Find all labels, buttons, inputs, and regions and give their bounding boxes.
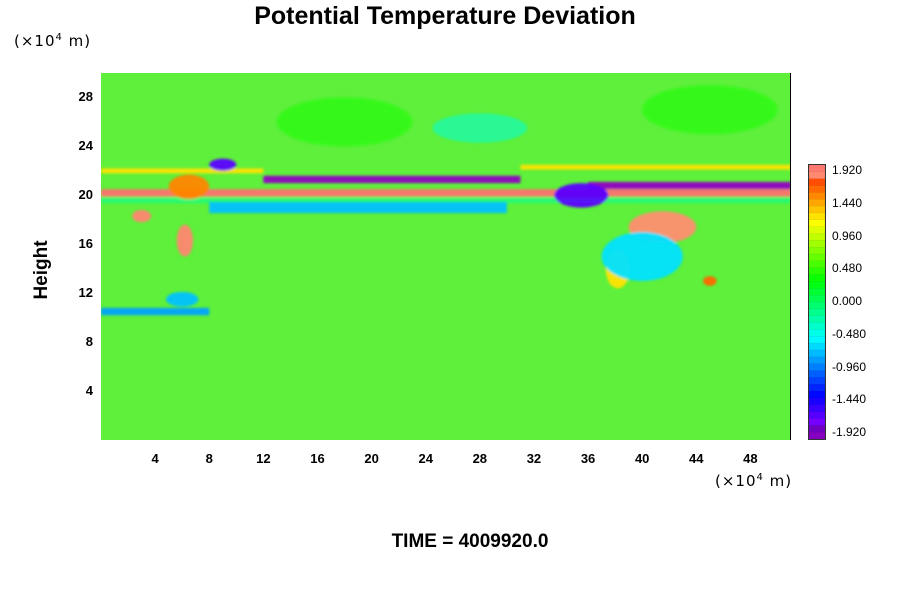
colorbar-level	[809, 246, 825, 255]
band-feature	[101, 168, 264, 174]
colorbar-level	[809, 165, 825, 173]
colorbar-level	[809, 336, 825, 344]
y-tick-label: 12	[78, 285, 93, 301]
blob-feature	[165, 291, 199, 307]
y-axis-unit: (×104 m)	[14, 32, 92, 50]
blob-feature	[601, 232, 683, 281]
x-tick-label: 16	[310, 451, 325, 466]
colorbar-level	[809, 349, 825, 358]
colorbar-level	[809, 226, 825, 235]
colorbar-level	[809, 288, 825, 296]
colorbar-level	[809, 390, 825, 399]
x-tick-label: 36	[580, 451, 596, 466]
band-feature	[520, 164, 790, 170]
x-tick-label: 4	[151, 451, 159, 466]
x-tick-label: 48	[743, 451, 758, 466]
band-feature	[101, 307, 210, 316]
y-tick-label: 24	[78, 138, 93, 154]
y-tick-label: 8	[85, 334, 93, 350]
colorbar-level	[809, 178, 825, 187]
y-axis-label: Height	[31, 240, 52, 300]
band-feature	[101, 189, 790, 197]
colorbar-tick-label: 1.440	[832, 195, 863, 210]
colorbar-tick-label: -1.920	[832, 425, 867, 439]
band-feature	[588, 181, 790, 190]
colorbar-level	[809, 329, 825, 337]
colorbar-tick-label: -1.440	[832, 392, 867, 407]
colorbar-level	[809, 315, 825, 324]
blob-feature	[168, 174, 210, 200]
blob-feature	[209, 158, 237, 171]
colorbar-level	[809, 219, 825, 228]
colorbar-level	[809, 431, 825, 439]
colorbar-level	[809, 425, 825, 433]
colorbar-level	[809, 363, 825, 372]
colorbar-level	[809, 281, 825, 289]
colorbar	[808, 164, 826, 440]
colorbar-level	[809, 240, 825, 248]
colorbar-level	[809, 356, 825, 365]
x-tick-label: 32	[526, 451, 542, 466]
x-tick-label: 44	[689, 451, 704, 466]
colorbar-level	[809, 377, 825, 385]
colorbar-tick-label: -0.480	[832, 326, 867, 341]
colorbar-tick-label: 1.920	[832, 163, 863, 177]
blob-feature	[703, 276, 717, 286]
colorbar-level	[809, 370, 825, 379]
band-feature	[101, 197, 790, 204]
x-tick-label: 28	[472, 451, 488, 466]
colorbar-level	[809, 233, 825, 242]
colorbar-tick-label: 0.000	[832, 294, 863, 308]
colorbar-level	[809, 301, 825, 310]
y-tick-label: 28	[78, 89, 93, 105]
colorbar-level	[809, 383, 825, 392]
blob-feature	[554, 183, 609, 208]
band-feature	[263, 175, 521, 184]
x-tick-label: 12	[256, 451, 271, 466]
colorbar-level	[809, 418, 825, 426]
blob-feature	[276, 97, 413, 147]
y-tick-label: 20	[78, 187, 93, 203]
colorbar-level	[809, 397, 825, 406]
blob-feature	[132, 210, 152, 223]
colorbar-svg	[809, 165, 825, 439]
x-tick-label: 8	[205, 451, 213, 466]
colorbar-tick-label: -0.960	[832, 359, 867, 374]
chart-title: Potential Temperature Deviation	[254, 2, 636, 30]
heatmap-plot-area	[101, 73, 791, 440]
colorbar-tick-label: 0.960	[832, 228, 863, 243]
y-tick-label: 16	[78, 236, 93, 252]
x-axis-unit: (×104 m)	[715, 472, 793, 490]
colorbar-level	[809, 404, 825, 413]
y-tick-label: 4	[85, 383, 93, 399]
colorbar-level	[809, 308, 825, 317]
colorbar-level	[809, 267, 825, 276]
x-tick-label: 40	[634, 451, 650, 466]
colorbar-level	[809, 253, 825, 262]
colorbar-level	[809, 260, 825, 269]
colorbar-level	[809, 212, 825, 221]
x-tick-label: 24	[418, 451, 433, 466]
time-label: TIME = 4009920.0	[391, 531, 549, 552]
colorbar-level	[809, 274, 825, 283]
blob-feature	[642, 85, 778, 135]
colorbar-level	[809, 171, 825, 180]
x-tick-label: 20	[364, 451, 379, 466]
colorbar-level	[809, 205, 825, 214]
colorbar-level	[809, 199, 825, 207]
colorbar-level	[809, 411, 825, 420]
colorbar-level	[809, 322, 825, 331]
blob-feature	[176, 224, 193, 257]
band-feature	[209, 202, 507, 214]
colorbar-level	[809, 294, 825, 303]
colorbar-level	[809, 192, 825, 200]
blob-feature	[432, 113, 528, 143]
colorbar-level	[809, 342, 825, 351]
colorbar-level	[809, 185, 825, 194]
heatmap-svg	[101, 85, 790, 316]
colorbar-tick-label: 0.480	[832, 261, 863, 276]
